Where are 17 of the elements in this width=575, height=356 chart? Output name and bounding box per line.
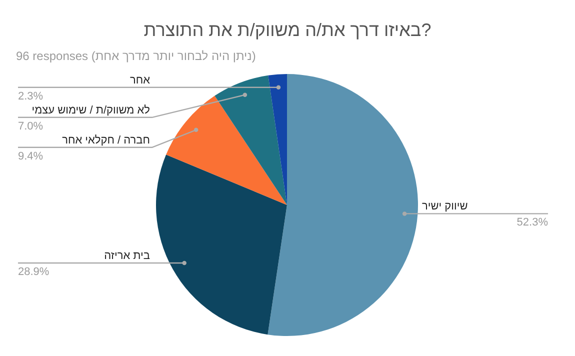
slice-label: בית אריזה: [104, 250, 150, 262]
data-label: 52.3%: [516, 216, 548, 229]
data-label: 28.9%: [18, 266, 50, 278]
data-label: 9.4%: [18, 150, 44, 162]
data-label: 2.3%: [18, 90, 44, 102]
pie-slice: [268, 74, 418, 336]
pie-slice: [268, 74, 287, 205]
data-label: 7.0%: [18, 120, 44, 132]
pie-slice: [166, 96, 287, 205]
pie-slice: [156, 154, 287, 335]
chart-subtitle: 96 responses (ניתן היה לבחור יותר מדרך אחת): [16, 49, 256, 63]
slice-label: לא משווק/ת / שימוש עצמי: [32, 104, 150, 116]
slice-label: אחר: [130, 74, 150, 86]
chart-title: באיזו דרך את/ה משווק/ת את התוצרת?: [144, 20, 432, 40]
pie-slice: [214, 75, 287, 205]
slice-label: שיווק ישיר: [422, 200, 468, 213]
slice-label: חברה / חקלאי אחר: [62, 134, 150, 146]
